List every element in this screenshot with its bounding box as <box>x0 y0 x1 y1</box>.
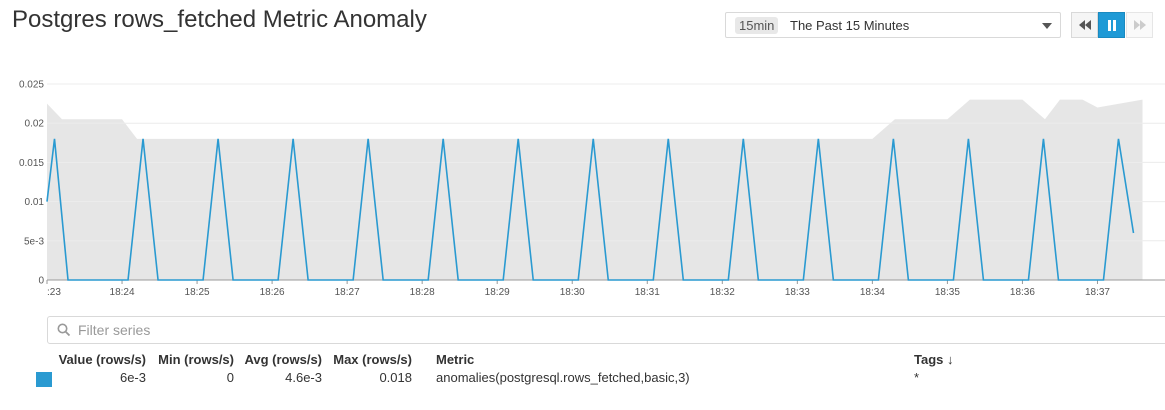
x-tick-label: :23 <box>47 287 61 298</box>
series-tags: * <box>914 370 920 385</box>
y-tick-label: 0.025 <box>19 80 44 91</box>
series-avg: 4.6e-3 <box>285 370 322 385</box>
x-tick-label: 18:30 <box>560 287 585 298</box>
rewind-icon <box>1078 20 1091 30</box>
series-color-swatch <box>36 372 52 387</box>
page-title: Postgres rows_fetched Metric Anomaly <box>12 6 427 33</box>
y-tick-label: 0.01 <box>25 197 45 208</box>
y-tick-label: 0 <box>38 276 44 287</box>
fast-forward-icon <box>1133 20 1146 30</box>
anomaly-chart: 0 5e-3 0.01 0.015 0.02 0.025 :23 18:24 18:25 18:2… <box>19 80 1165 298</box>
x-tick-label: 18:34 <box>860 287 885 298</box>
value-column-header[interactable]: Value (rows/s) <box>58 352 146 367</box>
x-tick-label: 18:32 <box>710 287 735 298</box>
min-column-header[interactable]: Min (rows/s) <box>158 352 234 367</box>
pause-icon <box>1107 19 1116 31</box>
fast-forward-button[interactable] <box>1126 12 1153 38</box>
caret-down-icon <box>1042 23 1052 29</box>
anomaly-band <box>47 99 1143 281</box>
series-max: 0.018 <box>379 370 412 385</box>
max-column-header[interactable]: Max (rows/s) <box>333 352 412 367</box>
x-tick-label: 18:28 <box>410 287 435 298</box>
y-tick-label: 0.015 <box>19 158 44 169</box>
metric-column-header[interactable]: Metric <box>436 352 475 367</box>
tags-column-header[interactable]: Tags ↓ <box>914 352 954 367</box>
search-icon <box>57 323 71 337</box>
x-tick-label: 18:24 <box>110 287 135 298</box>
filter-series-input[interactable] <box>76 321 580 339</box>
timeframe-label: The Past 15 Minutes <box>790 18 910 33</box>
y-tick-label: 0.02 <box>25 119 45 130</box>
x-tick-label: 18:33 <box>785 287 810 298</box>
x-tick-label: 18:36 <box>1010 287 1035 298</box>
series-metric: anomalies(postgresql.rows_fetched,basic,… <box>436 370 690 385</box>
rewind-button[interactable] <box>1071 12 1098 38</box>
x-tick-label: 18:26 <box>260 287 285 298</box>
series-value: 6e-3 <box>119 370 146 385</box>
x-tick-label: 18:35 <box>935 287 960 298</box>
pause-button[interactable] <box>1098 12 1125 38</box>
avg-column-header[interactable]: Avg (rows/s) <box>244 352 322 367</box>
x-tick-label: 18:37 <box>1085 287 1110 298</box>
y-tick-label: 5e-3 <box>24 236 44 247</box>
x-tick-label: 18:29 <box>485 287 510 298</box>
timeframe-badge: 15min <box>735 17 779 34</box>
x-tick-label: 18:25 <box>185 287 210 298</box>
series-line <box>46 138 1135 281</box>
x-tick-label: 18:27 <box>335 287 360 298</box>
series-min: 0 <box>226 370 234 385</box>
timeframe-selector[interactable]: 15min The Past 15 Minutes <box>725 12 1061 38</box>
x-tick-label: 18:31 <box>635 287 660 298</box>
filter-series-box[interactable] <box>47 316 1165 344</box>
